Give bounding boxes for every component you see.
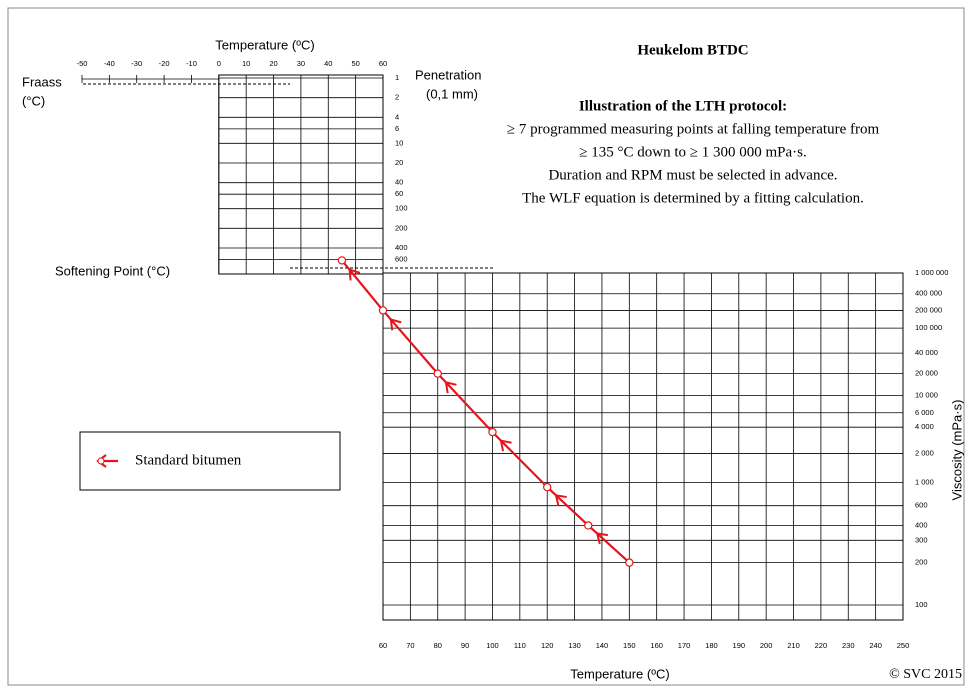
y-tick-label: 400 xyxy=(915,520,928,529)
penetration-label: Penetration xyxy=(415,67,482,82)
x-tick-label: 230 xyxy=(842,641,855,650)
x-tick-label: 170 xyxy=(678,641,691,650)
copyright: © SVC 2015 xyxy=(889,667,962,682)
note: ≥ 135 °C down to ≥ 1 300 000 mPa·s. xyxy=(579,144,806,160)
arrowhead xyxy=(499,439,512,452)
x-axis-title: Temperature (ºC) xyxy=(570,666,669,681)
y-tick-label: 10 000 xyxy=(915,391,938,400)
softening-point-label: Softening Point (°C) xyxy=(55,263,170,278)
frame xyxy=(7,7,965,686)
x-tick-label: 190 xyxy=(733,641,746,650)
x-tick-label: 60 xyxy=(379,641,387,650)
penetration-tick-label: 100 xyxy=(395,204,408,213)
fraass-label: Fraass xyxy=(22,74,62,89)
penetration-tick-label: 60 xyxy=(395,189,403,198)
arrowhead xyxy=(554,494,567,507)
note: The WLF equation is determined by a fitt… xyxy=(522,190,864,206)
top-x-tick-label: 30 xyxy=(297,59,305,68)
top-x-axis-title: Temperature (ºC) xyxy=(215,37,314,52)
penetration-unit: (0,1 mm) xyxy=(426,86,478,101)
y-tick-label: 1 000 000 xyxy=(915,268,948,277)
penetration-tick-label: 1 xyxy=(395,73,399,82)
arrowhead xyxy=(348,268,361,281)
y-tick-label: 2 000 xyxy=(915,449,934,458)
note: ≥ 7 programmed measuring points at falli… xyxy=(507,121,880,137)
top-x-tick-label: 40 xyxy=(324,59,332,68)
data-point xyxy=(488,427,497,437)
top-x-tick-label: -40 xyxy=(104,59,115,68)
y-tick-label: 6 000 xyxy=(915,408,934,417)
penetration-tick-label: 200 xyxy=(395,223,408,232)
top-x-tick-label: -30 xyxy=(131,59,142,68)
x-tick-label: 160 xyxy=(650,641,663,650)
x-tick-label: 220 xyxy=(815,641,828,650)
x-tick-label: 110 xyxy=(514,641,526,650)
x-tick-label: 200 xyxy=(760,641,773,650)
top-x-tick-label: 0 xyxy=(217,59,221,68)
y-tick-label: 100 000 xyxy=(915,323,942,332)
penetration-tick-label: 10 xyxy=(395,138,403,147)
top-x-tick-label: -20 xyxy=(159,59,170,68)
penetration-tick-label: 40 xyxy=(395,178,403,187)
data-point xyxy=(337,256,347,265)
subtitle: Illustration of the LTH protocol: xyxy=(579,98,787,114)
data-point xyxy=(378,306,388,315)
top-x-tick-label: 10 xyxy=(242,59,250,68)
y-tick-label: 1 000 xyxy=(915,477,934,486)
x-tick-label: 120 xyxy=(541,641,554,650)
x-tick-label: 150 xyxy=(623,641,636,650)
y-tick-label: 200 000 xyxy=(915,305,942,314)
arrowhead xyxy=(389,318,402,331)
y-tick-label: 400 000 xyxy=(915,289,942,298)
y-axis-title: Viscosity (mPa·s) xyxy=(949,400,964,501)
y-tick-label: 200 xyxy=(915,558,928,567)
penetration-tick-label: 400 xyxy=(395,243,408,252)
y-tick-label: 20 000 xyxy=(915,369,938,378)
x-tick-label: 180 xyxy=(705,641,718,650)
x-tick-label: 240 xyxy=(869,641,882,650)
chart-title: Heukelom BTDC xyxy=(637,42,748,58)
y-tick-label: 4 000 xyxy=(915,422,934,431)
penetration-tick-label: 600 xyxy=(395,254,408,263)
penetration-tick-label: 6 xyxy=(395,124,399,133)
arrowhead xyxy=(444,381,457,394)
y-tick-label: 100 xyxy=(915,600,928,609)
plot-frame xyxy=(382,272,904,621)
y-tick-label: 600 xyxy=(915,501,928,510)
data-point xyxy=(625,558,634,567)
top-x-tick-label: -50 xyxy=(77,59,88,68)
penetration-tick-label: 2 xyxy=(395,93,399,102)
top-x-tick-label: 60 xyxy=(379,59,387,68)
top-x-tick-label: 50 xyxy=(351,59,359,68)
y-tick-label: 300 xyxy=(915,535,928,544)
x-tick-label: 70 xyxy=(406,641,414,650)
top-x-tick-label: 20 xyxy=(269,59,277,68)
legend-box xyxy=(79,431,341,491)
penetration-tick-label: 20 xyxy=(395,158,403,167)
x-tick-label: 80 xyxy=(434,641,442,650)
data-point xyxy=(433,369,442,378)
top-x-tick-label: -10 xyxy=(186,59,197,68)
series-line xyxy=(341,259,631,564)
data-point xyxy=(543,482,552,492)
x-tick-label: 90 xyxy=(461,641,469,650)
x-tick-label: 100 xyxy=(486,641,499,650)
legend-swatch-point xyxy=(97,457,105,465)
x-tick-label: 140 xyxy=(596,641,609,650)
fraass-unit: (°C) xyxy=(22,93,45,108)
y-tick-label: 40 000 xyxy=(915,348,938,357)
note: Duration and RPM must be selected in adv… xyxy=(548,167,837,183)
arrowhead xyxy=(595,532,609,545)
data-point xyxy=(584,521,593,530)
x-tick-label: 210 xyxy=(787,641,800,650)
penetration-tick-label: 4 xyxy=(395,112,399,121)
legend-label: Standard bitumen xyxy=(135,452,242,468)
x-tick-label: 250 xyxy=(897,641,910,650)
x-tick-label: 130 xyxy=(568,641,581,650)
